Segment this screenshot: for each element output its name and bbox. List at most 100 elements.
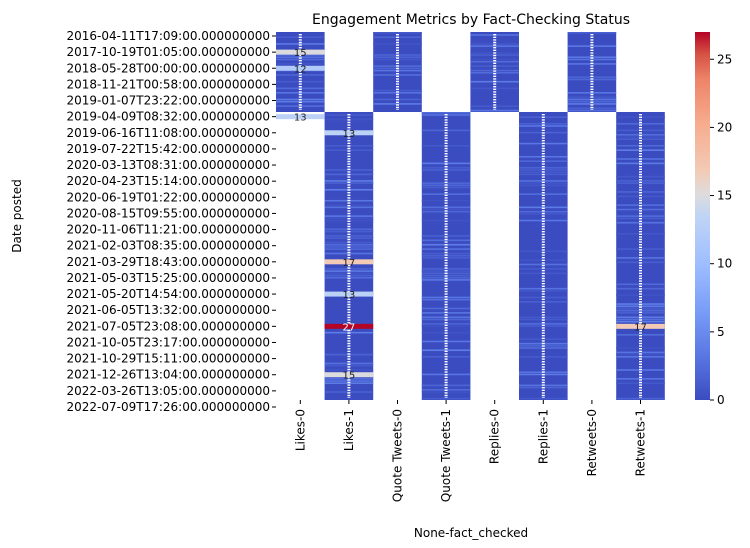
heatmap-cell: [567, 109, 617, 112]
cell-value-label: 15: [343, 371, 356, 382]
y-axis-ticks: 2016-04-11T17:09:00.000000000 2017-10-19T…: [67, 29, 276, 414]
heatmap-cell: [276, 92, 325, 94]
heatmap-cell: [567, 32, 617, 34]
heatmap-cell: [470, 109, 519, 112]
heatmap-cell: [421, 239, 471, 242]
heatmap-cell: [373, 32, 422, 34]
heatmap-cell: [519, 323, 568, 325]
heatmap-cell: [324, 276, 374, 279]
heatmap-cell-highlight: [276, 49, 325, 55]
heatmap-cell: [421, 349, 471, 352]
heatmap-cell: [324, 252, 374, 255]
cell-value-label: 13: [343, 129, 356, 140]
colorbar-tick-label: 15: [717, 189, 732, 203]
heatmap-cell: [470, 60, 519, 63]
cell-value-label: 15: [294, 48, 307, 59]
colorbar-tick-label: 5: [717, 325, 725, 339]
heatmap-cell: [567, 107, 617, 110]
y-tick-label: 2019-04-09T08:32:00.000000000: [67, 110, 271, 124]
y-tick-label: 2022-07-09T17:26:00.000000000: [67, 400, 271, 414]
heatmap-column: [616, 112, 665, 400]
heatmap-cell: [373, 43, 422, 45]
heatmap-cell: [324, 180, 374, 182]
heatmap-cell: [616, 180, 665, 182]
heatmap-cell: [616, 221, 665, 224]
heatmap-cell: [421, 397, 471, 400]
heatmap-cell: [616, 162, 665, 165]
cell-value-label: 27: [343, 322, 356, 333]
y-tick-label: 2020-03-13T08:31:00.000000000: [67, 158, 271, 172]
y-tick-label: 2020-11-06T11:21:00.000000000: [67, 223, 271, 237]
heatmap-cell: [519, 219, 568, 222]
y-tick-label: 2021-10-05T23:17:00.000000000: [67, 335, 271, 349]
heatmap-cell: [616, 397, 665, 400]
y-tick-label: 2022-03-26T13:05:00.000000000: [67, 384, 271, 398]
heatmap-cell: [519, 250, 568, 253]
x-axis-ticks: Likes-0 Likes-1 Quote Tweets-0 Quote Tweets…: [293, 400, 648, 502]
colorbar-tick-label: 25: [717, 52, 732, 66]
heatmap-cell: [324, 235, 374, 237]
heatmap-cell: [567, 56, 617, 59]
cell-value-label: 17: [634, 322, 647, 333]
y-tick-label: 2021-03-29T18:43:00.000000000: [67, 255, 271, 269]
x-tick-label: Replies-1: [536, 409, 550, 464]
x-tick-label: Quote Tweets-0: [391, 409, 405, 502]
heatmap-cell: [324, 248, 374, 250]
heatmap-cell: [421, 193, 471, 195]
heatmap-cells: [276, 32, 665, 400]
heatmap-cell: [616, 149, 665, 151]
heatmap-cell: [421, 325, 471, 327]
heatmap-cell: [616, 133, 665, 136]
heatmap-cell: [470, 58, 519, 61]
heatmap-cell: [616, 195, 665, 198]
heatmap-cell: [567, 45, 617, 47]
heatmap-cell: [421, 252, 471, 255]
heatmap-cell-highlight: [324, 372, 374, 378]
y-tick-label: 2021-02-03T08:35:00.000000000: [67, 239, 271, 253]
heatmap-cell: [421, 219, 471, 222]
heatmap-cell: [421, 210, 471, 213]
heatmap-cell-labels: 15 12 13 13 17 13 27 15 17: [294, 48, 647, 382]
heatmap-cell: [567, 76, 617, 79]
heatmap-cell: [324, 206, 374, 209]
heatmap-cell: [373, 103, 422, 105]
heatmap-cell: [421, 235, 471, 237]
heatmap-cell: [324, 237, 374, 239]
y-tick-label: 2021-12-26T13:04:00.000000000: [67, 368, 271, 382]
x-tick-label: Retweets-1: [634, 409, 648, 476]
heatmap-cell: [616, 378, 665, 380]
chart-title: Engagement Metrics by Fact-Checking Stat…: [312, 12, 630, 28]
heatmap-column: [324, 112, 374, 400]
heatmap-cell: [470, 105, 519, 107]
y-tick-label: 2018-05-28T00:00:00.000000000: [67, 61, 271, 75]
x-tick-label: Quote Tweets-1: [439, 409, 453, 502]
heatmap-cell: [421, 391, 471, 393]
heatmap-cell: [324, 362, 374, 365]
heatmap-cell: [616, 122, 665, 125]
heatmap-cell: [519, 338, 568, 341]
heatmap-cell: [519, 263, 568, 266]
heatmap-cell: [324, 353, 374, 356]
heatmap-cell: [616, 248, 665, 250]
y-tick-label: 2021-06-05T13:32:00.000000000: [67, 303, 271, 317]
heatmap-cell: [519, 182, 568, 184]
heatmap-cell: [421, 182, 471, 184]
colorbar-tick-label: 10: [717, 257, 732, 271]
heatmap-cell: [276, 74, 325, 76]
cell-value-label: 12: [294, 64, 307, 75]
y-tick-label: 2019-07-22T15:42:00.000000000: [67, 142, 271, 156]
heatmap-cell: [470, 72, 519, 74]
x-tick-label: Replies-0: [488, 409, 502, 464]
heatmap-cell: [519, 166, 568, 169]
heatmap-cell: [276, 105, 325, 107]
y-tick-label: 2019-01-07T23:22:00.000000000: [67, 94, 271, 108]
x-tick-label: Likes-1: [342, 409, 356, 451]
heatmap-cell-highlight: [324, 291, 374, 297]
heatmap-cell: [616, 305, 665, 308]
heatmap-cell: [567, 103, 617, 105]
colorbar-tick-label: 0: [717, 393, 725, 407]
heatmap-cell: [324, 378, 374, 380]
heatmap-cell: [567, 92, 617, 94]
heatmap-cell: [616, 182, 665, 184]
